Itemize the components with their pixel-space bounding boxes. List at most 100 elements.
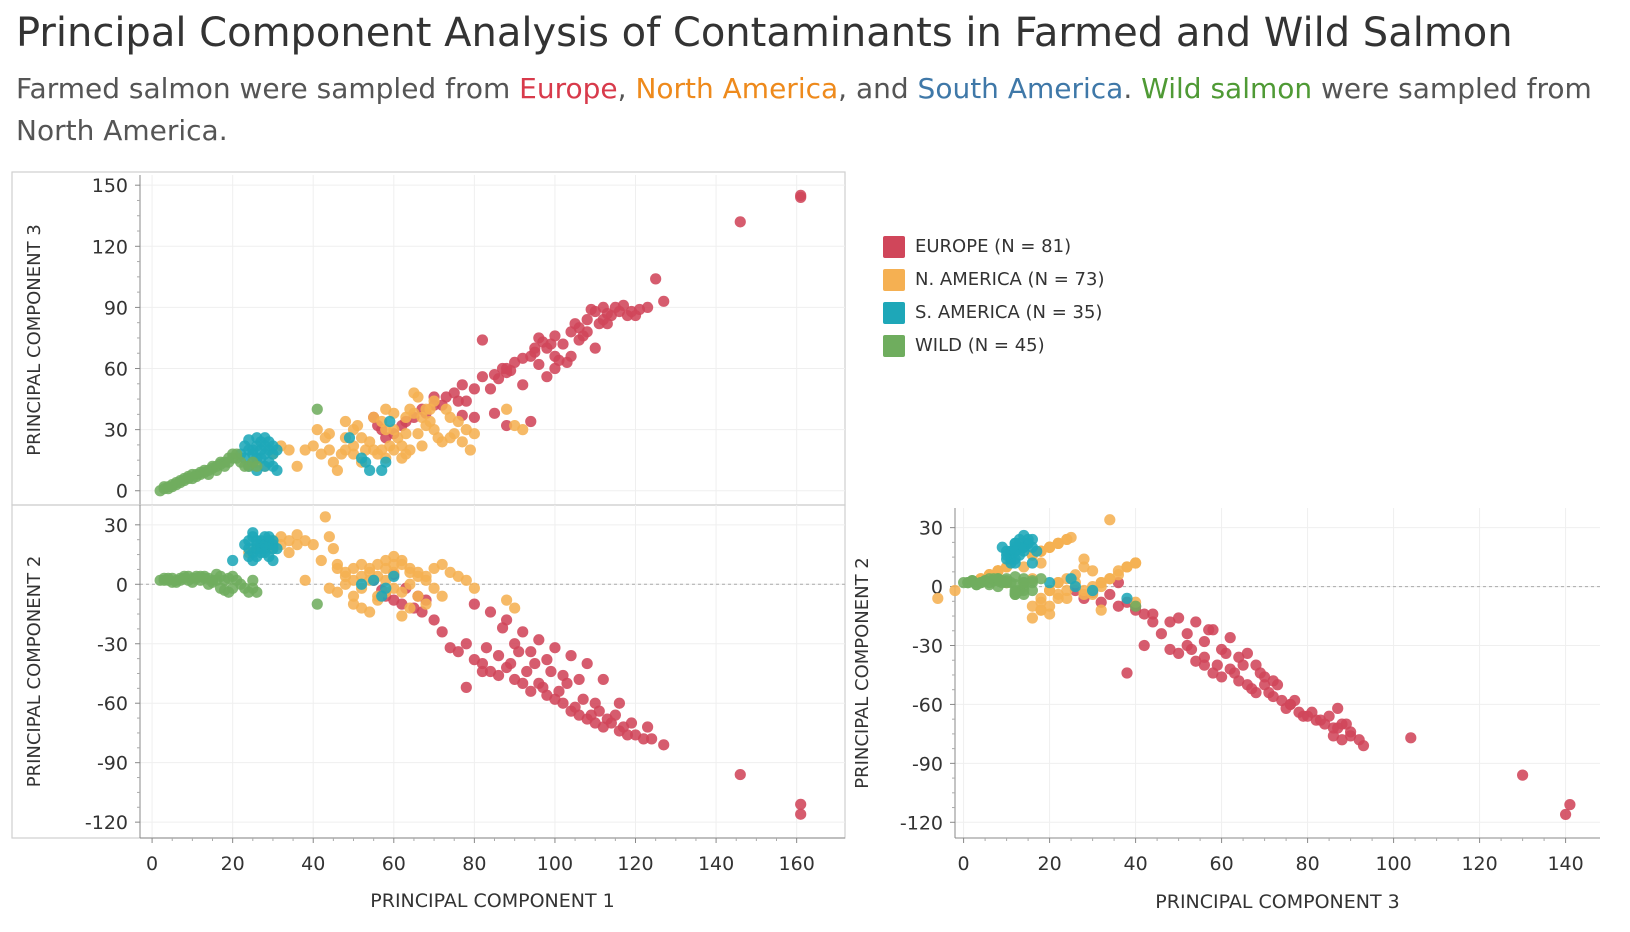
data-point xyxy=(468,428,480,440)
legend-item-north-america[interactable]: N. AMERICA (N = 73) xyxy=(883,263,1104,296)
data-point xyxy=(517,626,529,638)
data-point xyxy=(1022,533,1034,546)
data-point xyxy=(1052,592,1064,604)
data-point xyxy=(416,440,428,452)
data-point xyxy=(271,444,283,456)
data-point xyxy=(932,592,944,604)
data-point xyxy=(601,318,613,330)
data-point xyxy=(307,440,319,452)
legend-swatch xyxy=(883,301,905,324)
data-point xyxy=(517,379,529,391)
data-point xyxy=(428,395,440,407)
data-point xyxy=(291,529,303,541)
x-tick-label: 80 xyxy=(462,853,486,875)
data-point xyxy=(577,330,589,342)
data-point xyxy=(1198,651,1210,663)
subtitle-wild: Wild salmon xyxy=(1141,72,1313,105)
data-point xyxy=(1026,577,1038,589)
legend-label: N. AMERICA (N = 73) xyxy=(915,269,1105,290)
data-point xyxy=(1246,683,1258,695)
data-point xyxy=(1336,734,1348,746)
data-point xyxy=(319,511,331,523)
data-point xyxy=(525,415,537,428)
x-tick-label: 0 xyxy=(958,853,970,875)
x-tick-label: 100 xyxy=(537,853,573,875)
data-point xyxy=(1121,561,1133,573)
data-point xyxy=(231,448,243,460)
data-point xyxy=(412,590,424,602)
data-point xyxy=(1138,608,1150,620)
data-point xyxy=(1198,659,1210,671)
data-point xyxy=(323,531,335,543)
y-axis-label: PRINCIPAL COMPONENT 2 xyxy=(852,557,873,789)
legend-item-europe[interactable]: EUROPE (N = 81) xyxy=(883,230,1104,263)
data-point xyxy=(1190,616,1202,628)
data-point xyxy=(1147,608,1159,620)
data-point xyxy=(1112,600,1124,612)
data-point xyxy=(533,634,545,646)
data-point xyxy=(589,342,601,354)
data-point xyxy=(1035,573,1047,585)
y-tick-label: 0 xyxy=(931,577,943,599)
data-point xyxy=(460,681,472,693)
data-point xyxy=(484,383,497,395)
data-point xyxy=(1044,600,1056,612)
data-point xyxy=(569,318,581,330)
data-point xyxy=(1259,671,1271,683)
data-point xyxy=(492,373,505,385)
data-point xyxy=(396,586,408,598)
data-point xyxy=(388,570,400,582)
legend-swatch xyxy=(883,268,905,291)
data-point xyxy=(476,665,489,678)
plot-frame xyxy=(11,171,846,506)
data-point xyxy=(1078,584,1090,597)
data-point xyxy=(404,444,416,456)
subtitle-text: were sampled from North America. xyxy=(16,72,1592,147)
data-point xyxy=(1052,537,1064,549)
y-tick-label: -90 xyxy=(912,753,943,775)
data-point xyxy=(1280,702,1292,714)
data-point xyxy=(331,464,343,476)
data-point xyxy=(243,444,255,456)
data-point xyxy=(420,574,432,586)
data-point xyxy=(400,428,412,440)
legend-item-south-america[interactable]: S. AMERICA (N = 35) xyxy=(883,296,1104,329)
data-point xyxy=(1560,808,1572,821)
x-tick-label: 20 xyxy=(221,853,245,875)
data-point xyxy=(1185,643,1198,656)
x-tick-label: 60 xyxy=(1210,853,1234,875)
data-point xyxy=(456,379,468,391)
data-point xyxy=(1224,632,1236,644)
data-point xyxy=(331,558,343,571)
data-point xyxy=(553,685,565,697)
data-point xyxy=(480,642,493,654)
data-point xyxy=(1026,557,1038,569)
data-point xyxy=(1130,557,1142,569)
legend-item-wild[interactable]: WILD (N = 45) xyxy=(883,329,1104,362)
data-point xyxy=(1190,655,1202,667)
data-point xyxy=(315,554,327,567)
data-point xyxy=(1018,588,1030,601)
data-point xyxy=(577,693,589,705)
data-point xyxy=(339,415,352,428)
data-point xyxy=(537,681,549,693)
data-point xyxy=(355,578,368,590)
data-point xyxy=(412,428,424,440)
data-point xyxy=(581,314,593,326)
data-point xyxy=(436,626,448,638)
data-point xyxy=(509,638,521,650)
data-point xyxy=(1095,604,1107,616)
data-point xyxy=(525,685,537,697)
data-point xyxy=(396,452,408,464)
y-tick-label: -120 xyxy=(85,812,128,834)
data-point xyxy=(1314,714,1327,726)
data-point xyxy=(1065,573,1077,585)
data-point xyxy=(1173,612,1185,624)
data-point xyxy=(557,697,569,709)
data-point xyxy=(1345,730,1357,742)
data-point xyxy=(1340,718,1352,730)
subtitle-europe: Europe xyxy=(519,72,618,105)
subtitle-text: , and xyxy=(838,72,918,105)
data-point xyxy=(1164,616,1176,628)
